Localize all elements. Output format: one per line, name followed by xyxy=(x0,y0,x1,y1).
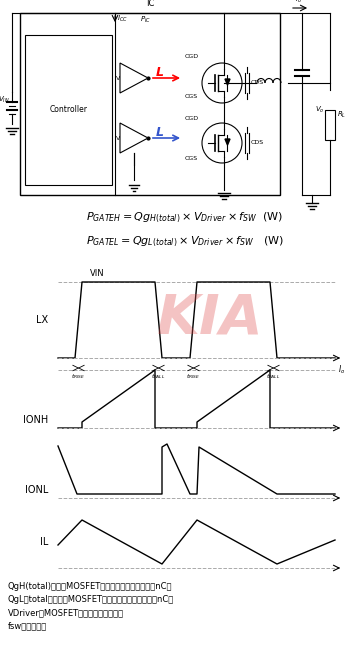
Text: CGD: CGD xyxy=(185,55,199,59)
Polygon shape xyxy=(225,139,230,145)
Text: $t_{FALL}$: $t_{FALL}$ xyxy=(151,372,166,381)
Text: $P_{GATEH} = Qg_{H(total)} \times V_{Driver} \times f_{SW}$  (W): $P_{GATEH} = Qg_{H(total)} \times V_{Dri… xyxy=(86,211,284,225)
Text: VIN: VIN xyxy=(90,269,104,278)
Polygon shape xyxy=(120,123,148,153)
Text: IONH: IONH xyxy=(23,415,48,425)
Text: $I_o$: $I_o$ xyxy=(294,0,301,5)
Text: CDS: CDS xyxy=(251,141,264,145)
Text: CGS: CGS xyxy=(185,155,198,161)
Text: $R_L$: $R_L$ xyxy=(337,110,346,120)
Text: QgH(total)：高边MOSFET的栅极电荷总量（单位：nC）: QgH(total)：高边MOSFET的栅极电荷总量（单位：nC） xyxy=(8,582,173,591)
Text: CGS: CGS xyxy=(185,95,198,99)
Polygon shape xyxy=(120,63,148,93)
Text: IL: IL xyxy=(40,537,48,547)
Text: QgL（total）：低边MOSFET的栅极电荷总量（单位：nC）: QgL（total）：低边MOSFET的栅极电荷总量（单位：nC） xyxy=(8,595,174,604)
Text: VDriver: VDriver xyxy=(116,76,140,80)
Text: Controller: Controller xyxy=(50,105,87,114)
Text: LX: LX xyxy=(36,315,48,325)
Text: $I_{CC}$: $I_{CC}$ xyxy=(117,14,128,24)
Text: L: L xyxy=(156,66,164,78)
Text: $P_{GATEL} = Qg_{L(total)} \times V_{Driver} \times f_{SW}$   (W): $P_{GATEL} = Qg_{L(total)} \times V_{Dri… xyxy=(86,235,284,249)
Text: $P_{IC}$: $P_{IC}$ xyxy=(140,14,151,25)
Text: IONL: IONL xyxy=(25,485,48,495)
Bar xyxy=(325,110,335,140)
Text: $V_o$: $V_o$ xyxy=(315,105,325,115)
Text: L: L xyxy=(156,126,164,138)
Text: VDriver: VDriver xyxy=(116,136,140,141)
Text: VDriver：MOSFET驱动电路的电源电压: VDriver：MOSFET驱动电路的电源电压 xyxy=(8,608,124,617)
Text: CDS: CDS xyxy=(251,80,264,86)
Text: $I_o$: $I_o$ xyxy=(338,364,345,376)
Text: IC: IC xyxy=(146,0,154,8)
Text: KIA: KIA xyxy=(157,291,263,345)
Polygon shape xyxy=(225,79,230,85)
Text: CGD: CGD xyxy=(185,116,199,120)
Text: $t_{RISE}$: $t_{RISE}$ xyxy=(186,372,201,381)
Text: $t_{RISE}$: $t_{RISE}$ xyxy=(71,372,86,381)
Text: $t_{FALL}$: $t_{FALL}$ xyxy=(266,372,281,381)
Text: fsw：工作频率: fsw：工作频率 xyxy=(8,621,47,630)
Text: $V_{IN}$: $V_{IN}$ xyxy=(0,95,10,105)
